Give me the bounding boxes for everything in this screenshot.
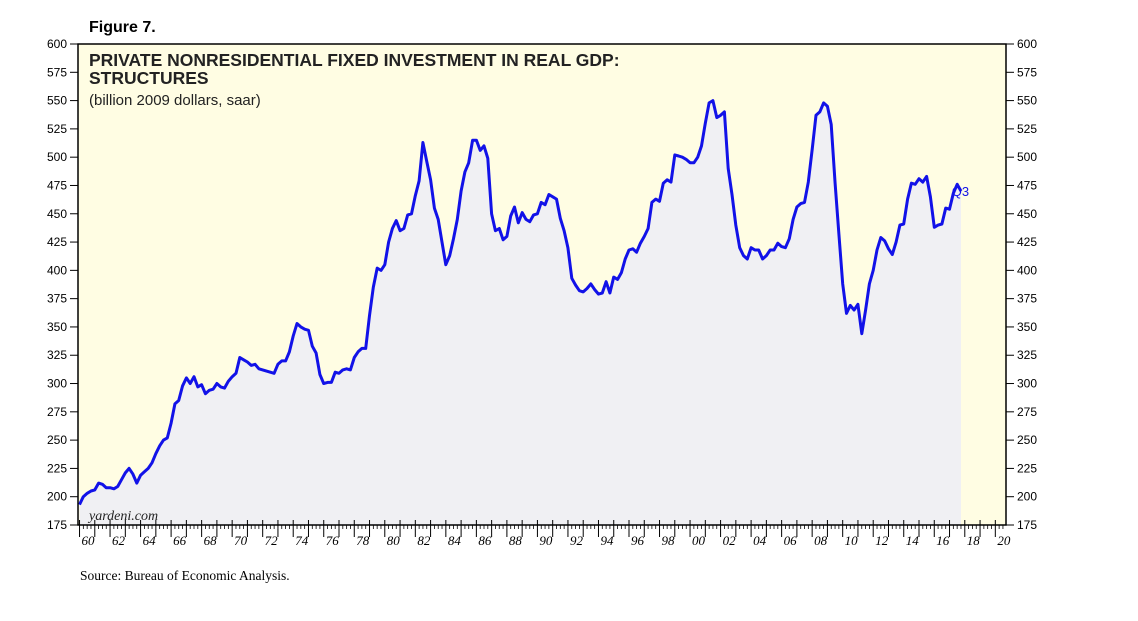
y-tick-label-left: 475 bbox=[47, 178, 67, 192]
y-axis-right: 175 200 225 250 275 300 325 350 375 400 425 450 475 5… bbox=[1006, 37, 1037, 532]
y-tick-label-left: 375 bbox=[47, 292, 67, 306]
y-tick-label-right: 575 bbox=[1017, 65, 1037, 79]
chart-subtitle: (billion 2009 dollars, saar) bbox=[89, 92, 261, 109]
y-tick-label-right: 500 bbox=[1017, 150, 1037, 164]
y-tick-label-left: 550 bbox=[47, 94, 67, 108]
x-tick-label: 60 bbox=[82, 533, 96, 548]
y-tick-label-left: 225 bbox=[47, 461, 67, 475]
y-tick-label-left: 275 bbox=[47, 405, 67, 419]
x-tick-label: 76 bbox=[326, 533, 340, 548]
y-tick-label-right: 400 bbox=[1017, 263, 1037, 277]
x-tick-label: 92 bbox=[570, 533, 584, 548]
y-tick-label-right: 250 bbox=[1017, 433, 1037, 447]
y-tick-label-right: 275 bbox=[1017, 405, 1037, 419]
annotation-q3: Q3 bbox=[952, 184, 969, 199]
x-tick-label: 14 bbox=[906, 533, 920, 548]
y-tick-label-right: 300 bbox=[1017, 377, 1037, 391]
y-tick-label-left: 600 bbox=[47, 37, 67, 51]
y-tick-label-right: 450 bbox=[1017, 207, 1037, 221]
y-axis-left: 175 200 225 250 275 300 325 350 375 400 425 450 475 5… bbox=[47, 37, 78, 532]
y-tick-label-right: 425 bbox=[1017, 235, 1037, 249]
y-tick-label-left: 325 bbox=[47, 348, 67, 362]
x-tick-label: 74 bbox=[295, 533, 309, 548]
plot-border bbox=[77, 43, 1007, 526]
y-tick-label-right: 175 bbox=[1017, 518, 1037, 532]
x-axis: 60 62 64 66 68 70 72 74 76 78 80 82 84 86 88 90 92 94 96 98… bbox=[79, 520, 1011, 548]
y-tick-label-left: 200 bbox=[47, 490, 67, 504]
x-tick-label: 88 bbox=[509, 533, 523, 548]
y-tick-label-right: 200 bbox=[1017, 490, 1037, 504]
x-tick-label: 68 bbox=[204, 533, 218, 548]
chart-title-line-1: PRIVATE NONRESIDENTIAL FIXED INVESTMENT … bbox=[89, 50, 620, 70]
y-tick-label-right: 225 bbox=[1017, 461, 1037, 475]
y-tick-label-left: 575 bbox=[47, 65, 67, 79]
x-tick-label: 64 bbox=[143, 533, 157, 548]
source-note: Source: Bureau of Economic Analysis. bbox=[80, 568, 290, 583]
x-tick-label: 00 bbox=[692, 533, 706, 548]
x-tick-label: 70 bbox=[234, 533, 248, 548]
series-line-structures bbox=[78, 99, 963, 506]
x-tick-label: 20 bbox=[997, 533, 1011, 548]
y-tick-label-right: 525 bbox=[1017, 122, 1037, 136]
x-tick-label: 08 bbox=[814, 533, 828, 548]
y-tick-label-right: 600 bbox=[1017, 37, 1037, 51]
y-tick-label-right: 550 bbox=[1017, 94, 1037, 108]
x-tick-label: 66 bbox=[173, 533, 187, 548]
x-tick-label: 98 bbox=[662, 533, 676, 548]
y-tick-label-left: 250 bbox=[47, 433, 67, 447]
y-tick-label-left: 525 bbox=[47, 122, 67, 136]
x-tick-label: 18 bbox=[967, 533, 981, 548]
x-tick-label: 78 bbox=[356, 533, 370, 548]
x-tick-label: 12 bbox=[875, 533, 889, 548]
y-tick-label-right: 350 bbox=[1017, 320, 1037, 334]
y-tick-label-left: 400 bbox=[47, 263, 67, 277]
chart-title-line-2: STRUCTURES bbox=[89, 68, 209, 88]
x-tick-label: 06 bbox=[784, 533, 798, 548]
x-tick-label: 80 bbox=[387, 533, 401, 548]
y-tick-label-left: 300 bbox=[47, 377, 67, 391]
x-tick-label: 10 bbox=[845, 533, 859, 548]
x-tick-label: 72 bbox=[265, 533, 279, 548]
y-tick-label-right: 375 bbox=[1017, 292, 1037, 306]
y-tick-label-left: 450 bbox=[47, 207, 67, 221]
area-fill bbox=[79, 100, 961, 525]
figure-label: Figure 7. bbox=[89, 19, 156, 36]
x-tick-label: 84 bbox=[448, 533, 462, 548]
y-tick-label-left: 500 bbox=[47, 150, 67, 164]
x-tick-label: 16 bbox=[936, 533, 950, 548]
y-tick-label-left: 350 bbox=[47, 320, 67, 334]
watermark: yardeni.com bbox=[87, 509, 158, 524]
y-tick-label-left: 425 bbox=[47, 235, 67, 249]
x-tick-label: 86 bbox=[478, 533, 492, 548]
x-tick-label: 04 bbox=[753, 533, 767, 548]
x-tick-label: 62 bbox=[112, 533, 126, 548]
x-tick-label: 96 bbox=[631, 533, 645, 548]
x-tick-label: 90 bbox=[539, 533, 553, 548]
x-tick-label: 82 bbox=[417, 533, 431, 548]
y-tick-label-left: 175 bbox=[47, 518, 67, 532]
y-tick-label-right: 325 bbox=[1017, 348, 1037, 362]
x-tick-label: 02 bbox=[723, 533, 737, 548]
x-tick-label: 94 bbox=[600, 533, 614, 548]
y-tick-label-right: 475 bbox=[1017, 178, 1037, 192]
